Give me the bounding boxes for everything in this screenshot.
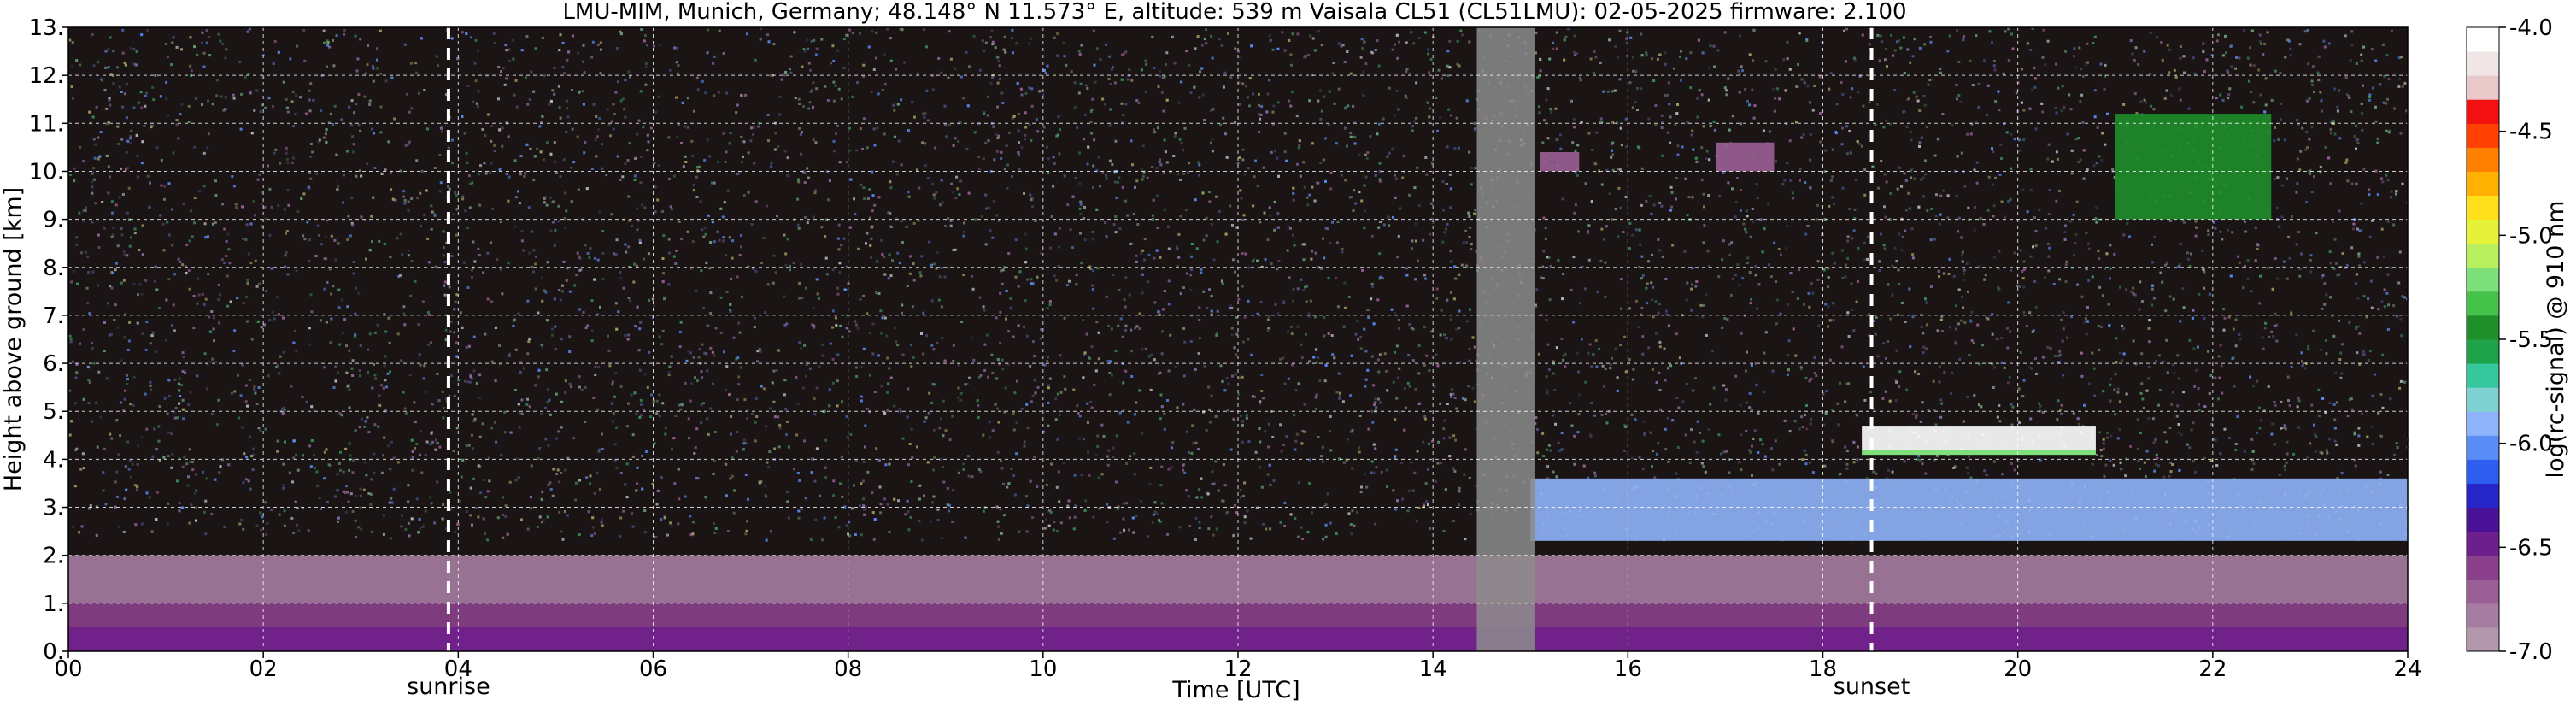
- feature-missing-data: [1476, 27, 1535, 651]
- y-tick-label: 7.: [43, 303, 64, 329]
- colorbar-swatch: [2467, 123, 2499, 148]
- colorbar-swatch: [2467, 315, 2499, 340]
- x-axis: 00 02 04 06 08 10 12 14 16 18 20 22 24: [54, 651, 2422, 682]
- colorbar-swatch: [2467, 243, 2499, 268]
- colorbar-tick-label: -7.0: [2509, 639, 2553, 665]
- y-tick-label: 8.: [43, 256, 64, 281]
- colorbar-tick-label: -4.0: [2509, 15, 2553, 41]
- x-tick-label: 10: [1029, 656, 1057, 682]
- colorbar-swatch: [2467, 291, 2499, 316]
- colorbar-swatch: [2467, 171, 2499, 197]
- event-label-sunset: sunset: [1834, 674, 1910, 700]
- colorbar-swatch: [2467, 459, 2499, 484]
- y-tick-label: 6.: [43, 351, 64, 377]
- y-tick-label: 12.: [29, 63, 64, 89]
- colorbar-swatch: [2467, 267, 2499, 292]
- grid: [68, 27, 2408, 651]
- x-tick-label: 16: [1614, 656, 1642, 682]
- colorbar-swatch: [2467, 147, 2499, 172]
- y-tick-label: 9.: [43, 208, 64, 233]
- colorbar-swatch: [2467, 27, 2499, 52]
- colorbar-swatch: [2467, 363, 2499, 388]
- event-label-sunrise: sunrise: [407, 674, 490, 700]
- colorbar-swatch: [2467, 51, 2499, 76]
- feature-cloud-base: [1862, 450, 2096, 456]
- x-tick-label: 18: [1809, 656, 1837, 682]
- colorbar-swatch: [2467, 195, 2499, 221]
- x-tick-label: 08: [834, 656, 862, 682]
- colorbar-swatch: [2467, 339, 2499, 364]
- colorbar-swatch: [2467, 579, 2499, 604]
- x-tick-label: 00: [54, 656, 82, 682]
- feature-cirrus: [2115, 114, 2272, 220]
- x-tick-label: 12: [1223, 656, 1252, 682]
- y-tick-label: 0.: [43, 639, 64, 665]
- feature-cloud-layer: [1862, 426, 2096, 450]
- colorbar-swatch: [2467, 627, 2499, 652]
- x-tick-label: 06: [639, 656, 667, 682]
- y-tick-label: 13.: [29, 15, 64, 41]
- colorbar-label: log(rc-signal) @ 910 nm: [2543, 201, 2569, 479]
- colorbar-tick-label: -6.0: [2509, 432, 2553, 457]
- colorbar-swatch: [2467, 411, 2499, 436]
- x-tick-label: 24: [2393, 656, 2421, 682]
- colorbar-swatch: [2467, 603, 2499, 628]
- colorbar-swatch: [2467, 99, 2499, 124]
- colorbar-swatch: [2467, 387, 2499, 412]
- colorbar: -4.0 -4.5 -5.0 -5.5 -6.0 -6.5 -7.0: [2466, 15, 2553, 665]
- x-tick-label: 22: [2198, 656, 2227, 682]
- colorbar-tick-label: -6.5: [2509, 535, 2553, 561]
- y-tick-label: 4.: [43, 447, 64, 473]
- feature-elevated-aerosol-layer: [1530, 478, 2408, 541]
- y-tick-label: 11.: [29, 111, 64, 137]
- colorbar-swatch: [2467, 435, 2499, 460]
- feature-thin-cloud: [1716, 142, 1775, 172]
- colorbar-swatch: [2467, 75, 2499, 100]
- colorbar-swatch: [2467, 219, 2499, 244]
- colorbar-swatch: [2467, 483, 2499, 509]
- chart-title: LMU-MIM, Munich, Germany; 48.148° N 11.5…: [562, 0, 1906, 25]
- y-axis-label: Height above ground [km]: [0, 187, 26, 491]
- feature-thin-cloud: [1540, 152, 1580, 172]
- x-tick-label: 20: [2004, 656, 2032, 682]
- y-tick-label: 10.: [29, 159, 64, 185]
- x-tick-label: 14: [1419, 656, 1447, 682]
- x-tick-label: 04: [444, 656, 472, 682]
- y-tick-label: 3.: [43, 496, 64, 521]
- colorbar-swatch: [2467, 507, 2499, 532]
- colorbar-swatch: [2467, 531, 2499, 556]
- colorbar-tick-label: -5.5: [2509, 327, 2553, 353]
- y-axis: 0. 1. 2. 3. 4. 5. 6. 7. 8. 9. 10. 11. 12. 13.: [29, 15, 68, 665]
- y-tick-label: 1.: [43, 591, 64, 617]
- colorbar-swatch: [2467, 555, 2499, 580]
- x-tick-label: 02: [249, 656, 278, 682]
- x-axis-label: Time [UTC]: [1171, 677, 1300, 703]
- y-tick-label: 2.: [43, 544, 64, 569]
- y-tick-label: 5.: [43, 399, 64, 425]
- colorbar-tick-label: -5.0: [2509, 223, 2553, 249]
- colorbar-tick-label: -4.5: [2509, 120, 2553, 145]
- plot-area: sunrise sunset: [67, 26, 2409, 700]
- event-lines: sunrise sunset: [407, 27, 1910, 700]
- noise-texture: [68, 27, 2409, 542]
